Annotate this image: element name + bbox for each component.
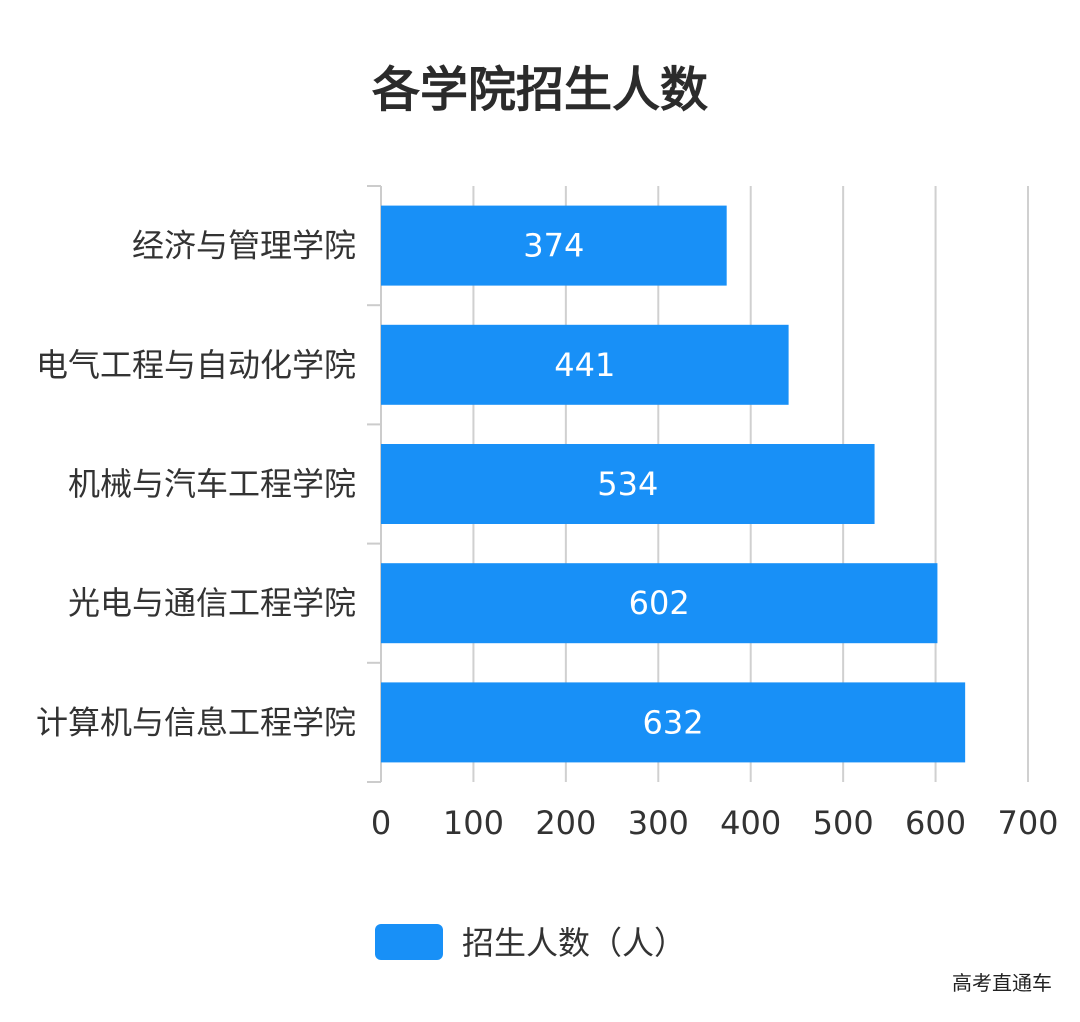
x-tick-label: 100: [443, 804, 504, 842]
x-tick-label: 0: [371, 804, 391, 842]
bars: 374 441 534 602 632: [381, 205, 966, 763]
x-tick-label: 200: [535, 804, 596, 842]
x-tick-label: 300: [628, 804, 689, 842]
bar: [381, 444, 875, 524]
bar: [381, 205, 727, 286]
watermark: 高考直通车: [952, 971, 1052, 995]
category-label: 计算机与信息工程学院: [36, 703, 356, 741]
category-label: 机械与汽车工程学院: [68, 465, 356, 503]
bar-value-label: 441: [554, 346, 615, 384]
x-tick-label: 700: [997, 804, 1058, 842]
category-label: 经济与管理学院: [132, 227, 356, 265]
chart-title: 各学院招生人数: [372, 62, 708, 118]
bar: [381, 682, 966, 763]
category-label: 电气工程与自动化学院: [36, 346, 356, 384]
x-tick-label: 500: [813, 804, 874, 842]
category-labels: 经济与管理学院电气工程与自动化学院机械与汽车工程学院光电与通信工程学院计算机与信…: [36, 227, 356, 742]
bar: [381, 563, 938, 644]
x-tick-label: 400: [720, 804, 781, 842]
bar-value-label: 374: [523, 227, 584, 265]
bar: [381, 324, 789, 405]
bar-value-label: 632: [643, 703, 704, 741]
category-axis: [367, 185, 382, 783]
legend-label: 招生人数（人）: [462, 924, 686, 962]
bar-value-label: 534: [597, 465, 658, 503]
x-tick-labels: 0 100 200 300 400 500 600 700: [371, 804, 1059, 842]
category-label: 光电与通信工程学院: [68, 584, 356, 622]
x-tick-label: 600: [905, 804, 966, 842]
legend: 招生人数（人）: [375, 924, 686, 962]
bar-value-label: 602: [629, 584, 690, 622]
legend-swatch: [375, 924, 443, 960]
